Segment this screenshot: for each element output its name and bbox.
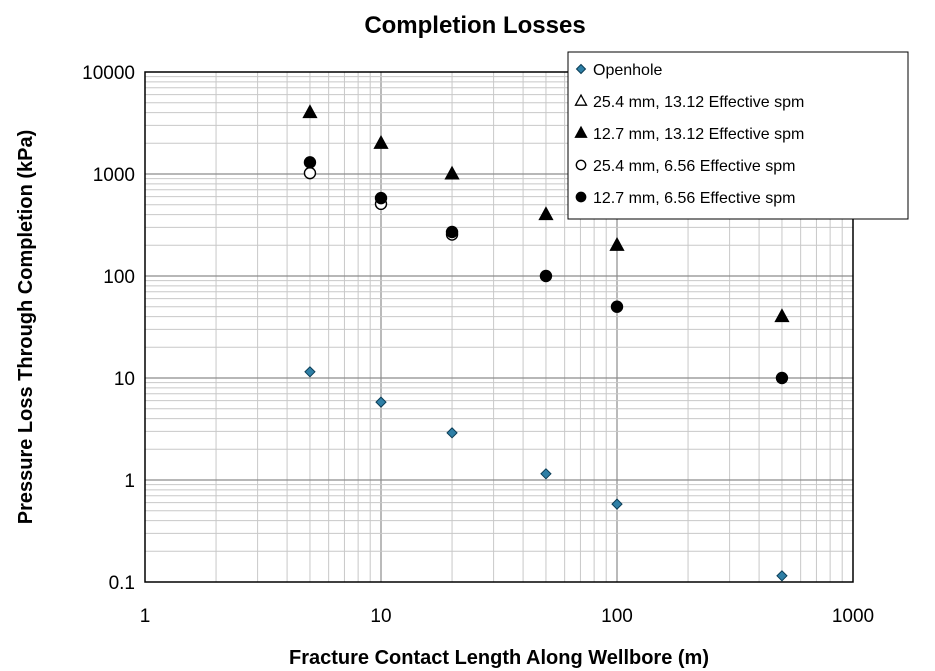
legend: Openhole 25.4 mm, 13.12 Effective spm 12.7… (567, 51, 909, 220)
data-point (373, 134, 389, 149)
legend-marker (574, 125, 588, 138)
legend-marker (574, 93, 588, 106)
data-point (444, 165, 460, 180)
data-point (538, 206, 554, 221)
chart-title: Completion Losses (364, 12, 585, 39)
legend-marker (575, 191, 587, 203)
plot-frame (144, 71, 854, 583)
data-point (304, 366, 316, 378)
y-tick-label: 10 (114, 369, 135, 390)
x-tick-label: 100 (601, 606, 633, 627)
legend-label: 25.4 mm, 13.12 Effective spm (593, 94, 804, 111)
y-axis-label: Pressure Loss Through Completion (kPa) (15, 130, 37, 525)
data-point (375, 396, 387, 408)
legend-label: 12.7 mm, 13.12 Effective spm (593, 126, 804, 143)
y-tick-label: 1 (124, 471, 135, 492)
data-point (775, 371, 789, 385)
data-point (774, 308, 790, 323)
legend-marker (575, 159, 587, 171)
data-point (540, 468, 552, 480)
x-tick-label: 1 (140, 606, 151, 627)
legend-label: 25.4 mm, 6.56 Effective spm (593, 158, 795, 175)
y-tick-label: 10000 (82, 63, 135, 84)
data-point (302, 104, 318, 119)
legend-marker (575, 63, 587, 75)
data-point (609, 236, 625, 251)
data-point (539, 269, 553, 283)
legend-box (567, 51, 909, 220)
data-point (303, 156, 317, 169)
data-point (611, 498, 623, 510)
data-point (610, 300, 624, 313)
data-point (445, 225, 459, 239)
data-point (776, 570, 788, 582)
y-tick-label: 100 (103, 267, 135, 288)
data-points (302, 104, 790, 582)
y-tick-label: 1000 (93, 165, 135, 186)
x-axis-label: Fracture Contact Length Along Wellbore (… (289, 647, 709, 669)
y-tick-label: 0.1 (109, 573, 135, 594)
legend-label: Openhole (593, 62, 662, 79)
x-tick-label: 1000 (832, 606, 874, 627)
x-tick-label: 10 (370, 606, 391, 627)
grid (145, 72, 853, 582)
data-point (303, 166, 317, 180)
data-point (446, 427, 458, 439)
data-point (374, 191, 388, 205)
legend-label: 12.7 mm, 6.56 Effective spm (593, 190, 795, 207)
